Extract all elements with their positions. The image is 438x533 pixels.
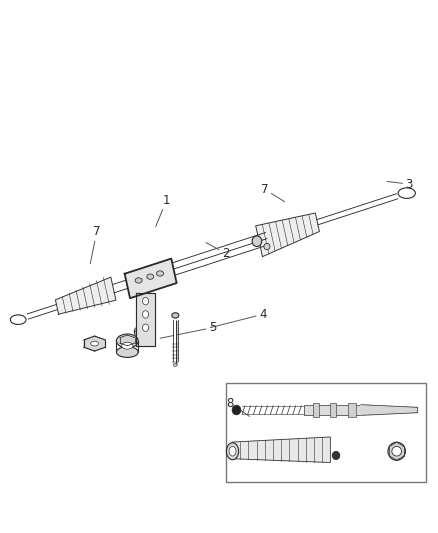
Polygon shape [256, 213, 319, 256]
Polygon shape [125, 259, 177, 298]
Bar [226, 383, 426, 482]
Polygon shape [232, 437, 330, 463]
Polygon shape [84, 336, 105, 351]
Ellipse shape [332, 451, 340, 460]
Text: 8: 8 [226, 397, 250, 416]
Polygon shape [361, 405, 418, 415]
Text: 4: 4 [210, 308, 266, 328]
Bar [304, 405, 361, 415]
Ellipse shape [122, 342, 133, 349]
Ellipse shape [135, 278, 142, 283]
Ellipse shape [11, 315, 26, 325]
Polygon shape [136, 293, 155, 346]
Text: 5: 5 [160, 321, 216, 338]
Ellipse shape [232, 405, 241, 415]
Ellipse shape [117, 334, 138, 348]
Polygon shape [56, 277, 116, 314]
Text: 3: 3 [387, 177, 413, 191]
Ellipse shape [226, 443, 239, 460]
Text: 7: 7 [261, 183, 285, 201]
Bar [330, 402, 336, 417]
Ellipse shape [392, 447, 402, 456]
Ellipse shape [398, 188, 415, 198]
Text: 6: 6 [117, 326, 140, 342]
Ellipse shape [147, 274, 154, 279]
Ellipse shape [264, 244, 270, 250]
Bar [313, 402, 319, 417]
Text: 2: 2 [206, 243, 230, 260]
Ellipse shape [388, 442, 406, 461]
Ellipse shape [117, 347, 138, 358]
Text: 1: 1 [155, 193, 170, 227]
Ellipse shape [142, 297, 148, 305]
Ellipse shape [142, 324, 148, 332]
Ellipse shape [172, 313, 179, 318]
Ellipse shape [252, 236, 261, 247]
Ellipse shape [173, 364, 177, 367]
Text: 7: 7 [90, 225, 100, 264]
Ellipse shape [142, 311, 148, 318]
Ellipse shape [229, 447, 236, 456]
Ellipse shape [156, 271, 163, 276]
Bar [348, 402, 356, 417]
Ellipse shape [91, 341, 99, 346]
